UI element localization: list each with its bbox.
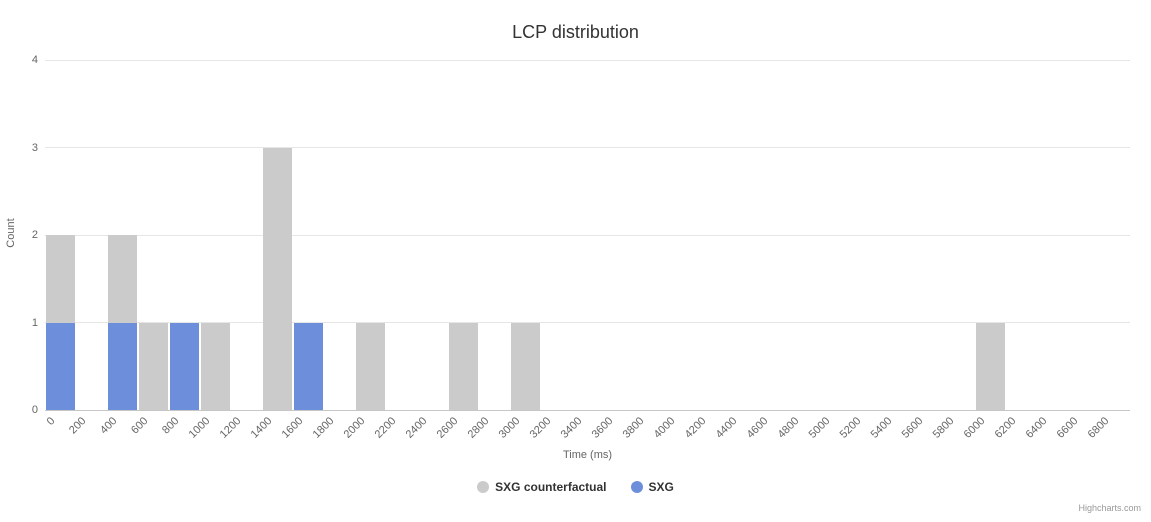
chart-title: LCP distribution [512, 22, 639, 42]
x-axis-tick-label: 6200 [992, 415, 1019, 441]
x-axis-tick-label: 800 [160, 415, 182, 437]
x-axis-tick-label: 5800 [930, 415, 957, 441]
x-axis-tick-label: 5400 [868, 415, 895, 441]
x-axis-tick-label: 1200 [217, 415, 244, 441]
x-axis-line [45, 409, 1130, 411]
y-axis-title: Count [5, 218, 17, 248]
x-axis-tick-label: 2000 [341, 415, 368, 441]
sxg-counterfactual-bar[interactable] [356, 322, 385, 410]
x-axis-tick-label: 1400 [248, 415, 275, 441]
y-axis-tick-label: 4 [31, 54, 38, 66]
highcharts-credit-link[interactable]: Highcharts.com [1078, 503, 1141, 513]
x-axis-tick-label: 6800 [1085, 415, 1112, 441]
sxg-counterfactual-bar[interactable] [201, 322, 230, 410]
y-gridline [45, 147, 1130, 148]
sxg-bar[interactable] [170, 322, 199, 410]
y-gridline [45, 322, 1130, 323]
x-axis-tick-label: 4200 [682, 415, 709, 441]
x-axis-tick-label: 6600 [1054, 415, 1081, 441]
x-axis-tick-label: 2800 [465, 415, 492, 441]
x-axis-tick-label: 6000 [961, 415, 988, 441]
x-axis-tick-label: 1600 [279, 415, 306, 441]
sxg-counterfactual-bar[interactable] [139, 322, 168, 410]
x-axis-tick-label: 1000 [186, 415, 213, 441]
legend: SXG counterfactual SXG [0, 480, 1151, 494]
sxg-bar[interactable] [46, 322, 75, 410]
sxg-counterfactual-bar[interactable] [511, 322, 540, 410]
sxg-counterfactual-bar[interactable] [976, 322, 1005, 410]
legend-marker-icon [477, 481, 490, 493]
x-axis-tick-label: 6400 [1023, 415, 1050, 441]
x-axis-tick-label: 1800 [310, 415, 337, 441]
sxg-bar[interactable] [294, 322, 323, 410]
legend-item-sxg[interactable]: SXG [630, 480, 674, 494]
x-axis-tick-label: 2400 [403, 415, 430, 441]
legend-label: SXG [648, 480, 674, 494]
x-axis-tick-label: 4800 [775, 415, 802, 441]
sxg-bar[interactable] [108, 322, 137, 410]
legend-marker-icon [630, 481, 643, 493]
x-axis-tick-label: 4400 [713, 415, 740, 441]
x-axis-tick-label: 600 [129, 415, 151, 437]
x-axis-tick-label: 3200 [527, 415, 554, 441]
y-axis-tick-label: 1 [31, 316, 38, 329]
x-axis-tick-label: 3400 [558, 415, 585, 441]
x-axis-tick-label: 5600 [899, 415, 926, 441]
x-axis-tick-label: 5200 [837, 415, 864, 441]
x-axis-tick-label: 2200 [372, 415, 399, 441]
legend-item-sxg-counterfactual[interactable]: SXG counterfactual [477, 480, 607, 494]
y-axis-tick-label: 2 [31, 229, 38, 241]
x-axis-tick-label: 200 [67, 415, 89, 437]
x-axis-tick-label: 4000 [651, 415, 678, 441]
x-axis-tick-label: 3000 [496, 415, 523, 441]
x-axis-title: Time (ms) [562, 449, 613, 461]
x-axis-tick-label: 4600 [744, 415, 771, 441]
x-axis-tick-label: 5000 [806, 415, 833, 441]
x-axis-tick-label: 3600 [589, 415, 616, 441]
y-axis-tick-label: 3 [31, 141, 38, 154]
sxg-counterfactual-bar[interactable] [263, 147, 292, 410]
legend-label: SXG counterfactual [495, 480, 607, 494]
x-axis-tick-label: 3800 [620, 415, 647, 441]
x-axis-tick-label: 400 [98, 415, 120, 437]
x-axis-tick-label: 0 [44, 415, 58, 428]
y-gridline [45, 234, 1130, 236]
x-axis-tick-label: 2600 [434, 415, 461, 441]
y-gridline [45, 59, 1130, 61]
y-axis-tick-label: 0 [31, 404, 38, 416]
sxg-counterfactual-bar[interactable] [449, 322, 478, 410]
